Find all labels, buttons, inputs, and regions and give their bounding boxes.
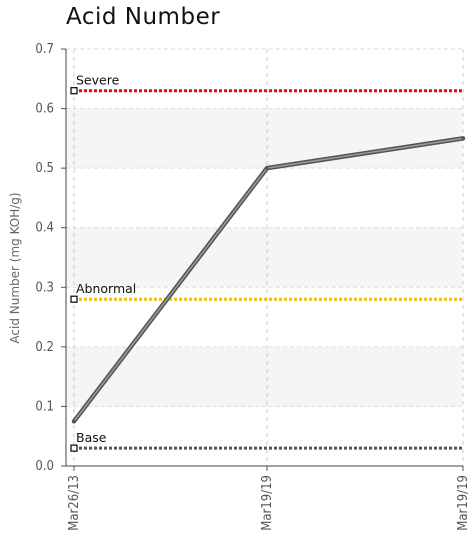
reference-marker — [70, 87, 78, 95]
data-point — [265, 166, 269, 170]
plot-band — [66, 406, 463, 466]
x-tick-label: Mar19/19 — [260, 475, 275, 531]
axes — [61, 48, 464, 471]
y-tick-label: 0.0 — [35, 459, 54, 474]
y-tick-label: 0.2 — [35, 340, 54, 355]
data-point — [461, 136, 465, 140]
reference-marker — [70, 295, 78, 303]
plot-bands — [66, 49, 463, 466]
grid-lines — [66, 48, 464, 466]
plot-band — [66, 108, 463, 169]
reference-lines: Severe Abnormal Base — [70, 73, 463, 452]
plot-band — [66, 346, 463, 407]
chart-title: Acid Number — [66, 4, 221, 30]
plot-band — [66, 227, 463, 288]
x-tick-label: Mar19/19 — [456, 475, 471, 531]
reference-label: Base — [76, 430, 107, 445]
y-tick-label: 0.5 — [35, 161, 54, 176]
plot-band — [66, 287, 463, 347]
x-tick-label: Mar26/13 — [67, 475, 82, 531]
y-tick-label: 0.6 — [35, 102, 54, 117]
tick-labels: 0.0 0.1 0.2 0.3 0.4 0.5 0.6 0.7 Mar26/13 Mar19/19… — [35, 42, 471, 531]
y-axis-title: Acid Number (mg KOH/g) — [8, 192, 22, 343]
plot-band — [66, 49, 463, 109]
reference-label: Abnormal — [76, 281, 136, 296]
y-tick-label: 0.7 — [35, 42, 54, 57]
y-tick-label: 0.1 — [35, 399, 54, 414]
series-layer — [71, 136, 466, 424]
reference-marker — [70, 444, 78, 452]
reference-label: Severe — [76, 73, 120, 88]
plot-band — [66, 168, 463, 228]
y-tick-label: 0.4 — [35, 221, 54, 236]
data-point — [72, 419, 76, 423]
y-tick-label: 0.3 — [35, 280, 54, 295]
